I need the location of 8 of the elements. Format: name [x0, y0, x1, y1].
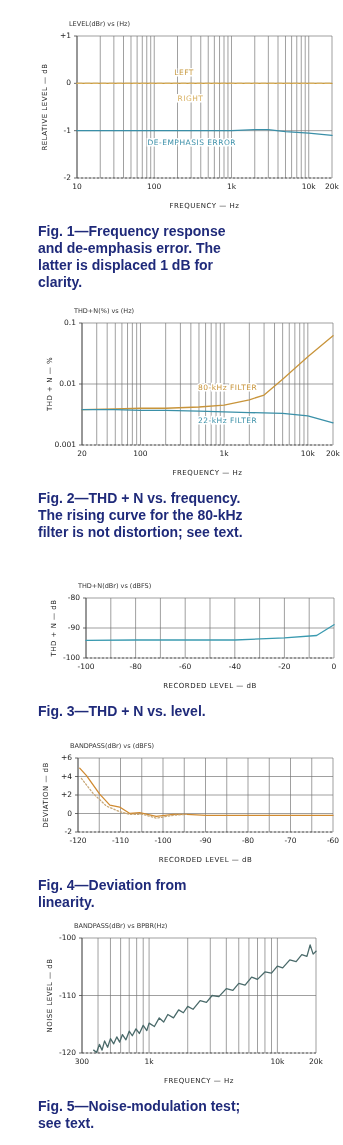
text: Fig. 2—THD + N vs. frequency. The rising curve for the 80-kHz filter is not distortion; see text. — [38, 490, 243, 540]
text: Fig. 4—Deviation from linearity. — [38, 877, 187, 910]
line-series — [79, 767, 334, 817]
line-series — [85, 624, 335, 641]
text: Fig. 5—Noise-modulation test; see text. — [38, 1098, 241, 1131]
text: Fig. 1—Frequency response and de-emphasis error. The latter is displaced 1 dB for clarity. — [38, 223, 226, 290]
line-series — [80, 777, 188, 819]
text: Fig. 3—THD + N vs. level. — [38, 703, 206, 719]
